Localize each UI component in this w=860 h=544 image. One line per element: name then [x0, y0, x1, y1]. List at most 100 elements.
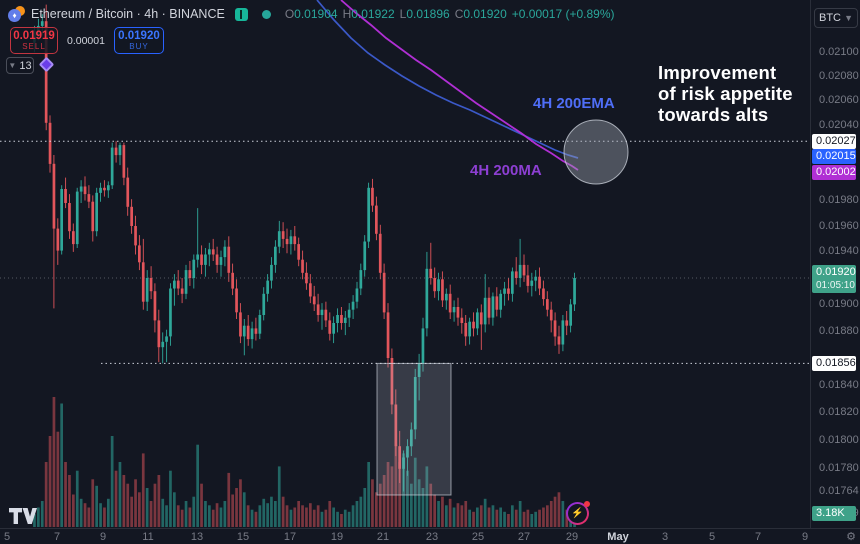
candle-body: [134, 226, 137, 246]
tradingview-logo[interactable]: [8, 504, 38, 528]
volume-bar: [390, 466, 394, 527]
price-tick: 0.01764: [819, 485, 859, 497]
volume-bar: [448, 498, 452, 527]
volume-bar: [75, 470, 79, 527]
volume-bar: [200, 483, 203, 527]
time-axis[interactable]: ⚙ 5 7 9 11 13 15 17 19 21 23 25 27 29 May 3 5 7 9: [0, 528, 860, 544]
candle-chart-icon[interactable]: [234, 7, 248, 21]
volume-bar: [277, 466, 281, 527]
time-tick: 5: [708, 531, 716, 543]
time-tick: 27: [517, 531, 531, 543]
candle-body: [417, 363, 421, 377]
candle-body: [514, 271, 518, 278]
volume-bar: [546, 505, 549, 527]
volume-bar: [72, 494, 75, 527]
candle-body: [258, 315, 262, 334]
candle-body: [359, 270, 363, 289]
time-tick: 13: [190, 531, 204, 543]
price-axis[interactable]: BTC ▼ 0.02100 0.02080 0.02060 0.02040 0.0198…: [810, 0, 860, 528]
candle-body: [192, 259, 196, 278]
candle-body: [421, 328, 425, 364]
candle-body: [378, 233, 382, 273]
ema-annotation-label[interactable]: 4H 200EMA: [533, 95, 615, 112]
candle-body: [363, 241, 367, 271]
candle-body: [332, 323, 335, 334]
volume-bar: [472, 511, 475, 527]
highlight-box: [376, 362, 452, 496]
currency-label: BTC: [819, 12, 841, 24]
bars-count-dropdown[interactable]: ▼ 13: [6, 57, 34, 74]
candle-body: [355, 288, 359, 302]
volume-bar: [343, 509, 347, 527]
volume-bar: [355, 501, 359, 527]
candle-body: [153, 291, 157, 321]
volume-bar: [37, 507, 40, 527]
volume-bar: [359, 496, 363, 527]
symbol-legend[interactable]: ♦ Ethereum / Bitcoin · 4h · BINANCE O0.0…: [8, 6, 615, 22]
price-tick: 0.01980: [819, 194, 859, 206]
ma-annotation-label[interactable]: 4H 200MA: [470, 162, 542, 179]
candle-body: [254, 328, 258, 334]
volume-bar: [239, 479, 242, 527]
volume-bar: [56, 431, 60, 527]
timezone-settings-icon[interactable]: ⚙: [846, 531, 856, 543]
time-tick: 5: [3, 531, 11, 543]
volume-bar: [468, 509, 471, 527]
currency-dropdown[interactable]: BTC ▼: [814, 8, 858, 28]
candle-body: [161, 341, 165, 348]
candle-body: [569, 304, 572, 326]
price-tick: 0.01960: [819, 220, 859, 232]
volume-bar: [153, 483, 157, 527]
candle-body: [441, 279, 444, 301]
volume-bar: [324, 509, 328, 527]
volume-bar: [184, 501, 188, 527]
candle-body: [289, 236, 293, 245]
volume-bar: [161, 498, 165, 527]
time-tick: 3: [661, 531, 669, 543]
candle-body: [464, 323, 468, 337]
candle-body: [549, 309, 553, 321]
candle-body: [328, 320, 332, 334]
volume-bar: [503, 511, 506, 527]
candle-body: [390, 358, 394, 405]
volume-bar: [425, 466, 429, 527]
highlight-circle: [563, 119, 629, 185]
lightning-badge-icon[interactable]: ⚡: [566, 501, 590, 525]
volume-bar: [227, 472, 231, 527]
volume-bar: [68, 475, 71, 527]
volume-bar: [215, 503, 219, 527]
candle-body: [312, 296, 316, 305]
volume-bar: [258, 505, 262, 527]
candle-body: [425, 268, 429, 329]
volume-bar: [118, 462, 122, 527]
candle-body: [270, 264, 273, 281]
candle-body: [367, 187, 370, 242]
candle-body: [130, 206, 133, 226]
volume-bar: [83, 503, 87, 527]
symbol-title[interactable]: Ethereum / Bitcoin · 4h · BINANCE: [31, 7, 225, 21]
volume-bar: [219, 507, 223, 527]
chart-canvas[interactable]: [0, 0, 810, 528]
volume-bar: [134, 479, 137, 527]
volume-bar: [173, 492, 176, 527]
volume-bar: [433, 494, 436, 527]
candle-body: [324, 309, 328, 321]
candle-body: [118, 145, 122, 156]
candle-body: [200, 254, 203, 265]
volume-bar: [138, 492, 141, 527]
candle-body: [44, 21, 48, 123]
volume-bar: [336, 511, 339, 527]
sell-button[interactable]: 0.01919 SELL: [10, 27, 58, 54]
volume-bar: [165, 505, 168, 527]
volume-bar: [122, 475, 126, 527]
candle-body: [68, 203, 71, 232]
volume-bar: [246, 505, 250, 527]
candle-body: [518, 264, 522, 278]
volume-bar: [378, 483, 382, 527]
note-annotation[interactable]: Improvement of risk appetite towards alt…: [658, 62, 793, 125]
buy-price: 0.01920: [118, 29, 160, 42]
buy-button[interactable]: 0.01920 BUY: [113, 27, 164, 54]
candle-body: [223, 246, 227, 258]
time-tick: 7: [53, 531, 61, 543]
candle-body: [72, 231, 75, 245]
